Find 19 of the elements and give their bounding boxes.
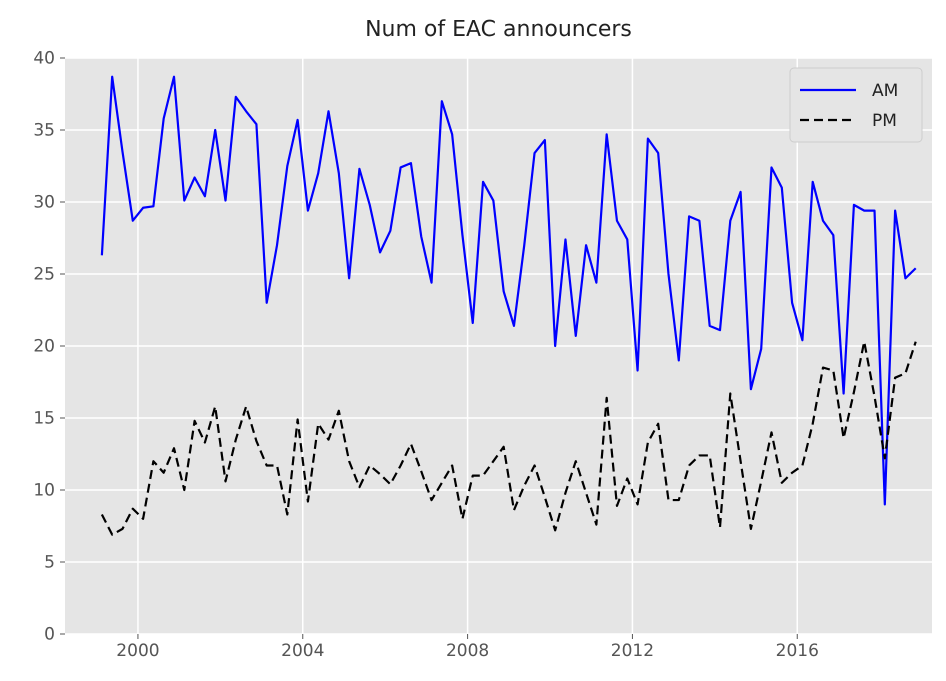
chart-title: Num of EAC announcers	[365, 17, 632, 42]
x-tick-label: 2000	[116, 641, 160, 662]
y-tick-label: 20	[33, 336, 55, 356]
y-tick-label: 15	[33, 408, 55, 428]
x-tick-label: 2008	[446, 641, 490, 662]
y-tick-label: 25	[33, 264, 55, 284]
line-series	[100, 340, 917, 536]
line-series	[100, 76, 917, 506]
legend-label: AM	[872, 81, 898, 101]
y-tick-label: 10	[33, 480, 55, 500]
y-tick-label: 0	[44, 624, 55, 644]
y-tick-label: 40	[33, 48, 55, 68]
x-tick-label: 2016	[776, 641, 819, 662]
x-tick-label: 2004	[281, 641, 324, 662]
y-tick-label: 35	[33, 120, 55, 140]
y-tick-label: 30	[33, 192, 55, 212]
x-tick-label: 2012	[610, 641, 654, 662]
legend-label: PM	[872, 111, 897, 131]
y-tick-label: 5	[44, 552, 55, 572]
